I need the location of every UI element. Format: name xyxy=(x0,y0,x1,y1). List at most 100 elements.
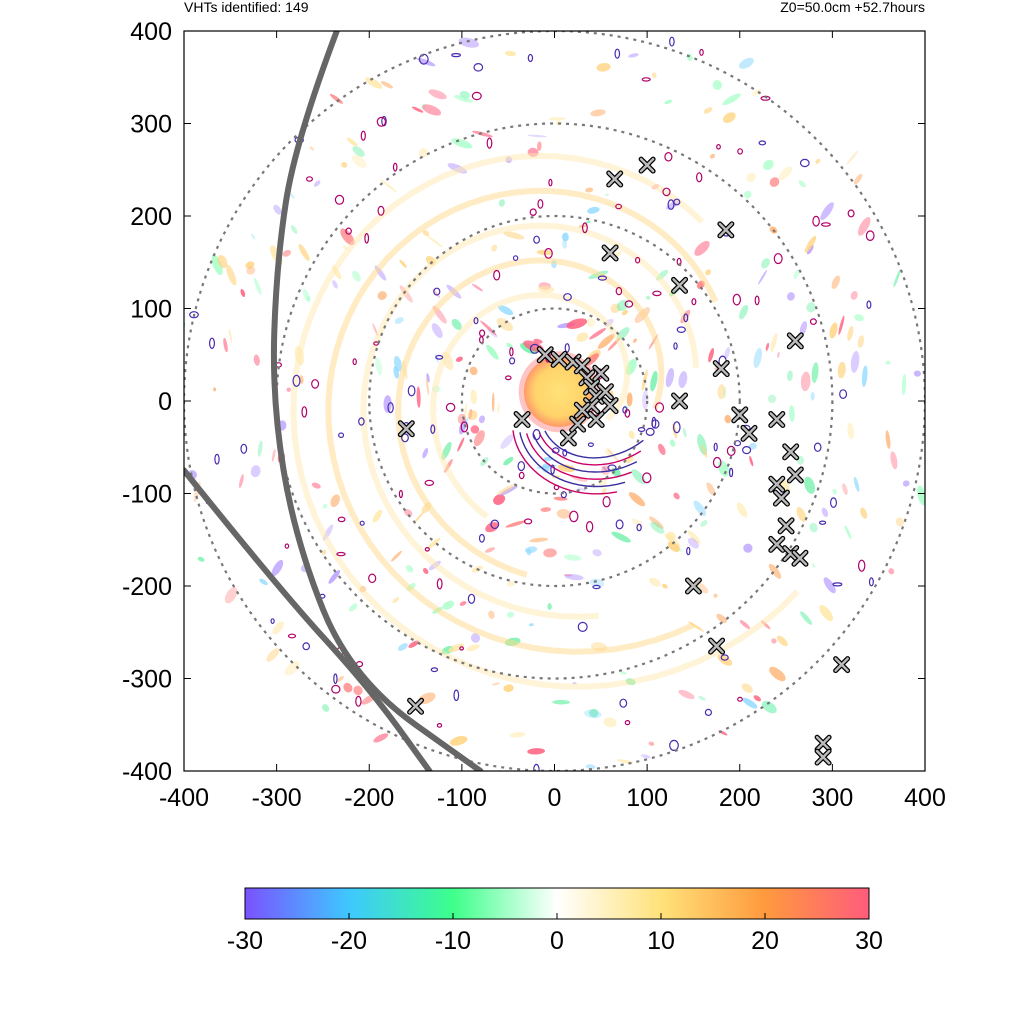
field-blob xyxy=(724,346,731,360)
vht-marker-fill xyxy=(514,412,530,427)
field-blob xyxy=(796,507,807,522)
contour-loop xyxy=(358,417,365,426)
field-blob xyxy=(426,373,430,383)
vht-marker-fill xyxy=(399,421,414,436)
contour-loop xyxy=(490,519,500,530)
vht-marker-fill xyxy=(788,467,803,483)
contour-loop xyxy=(642,472,652,484)
vht-marker-fill xyxy=(598,384,613,399)
field-blob xyxy=(503,457,514,466)
vht-marker xyxy=(708,637,726,655)
field-blob xyxy=(901,373,907,396)
field-blob xyxy=(576,332,589,342)
field-blob xyxy=(709,153,716,159)
field-blob xyxy=(383,395,392,413)
vht-marker xyxy=(587,387,605,405)
vht-marker-fill xyxy=(769,412,785,427)
contour-loop xyxy=(614,48,621,59)
contour-loop xyxy=(240,443,248,454)
storm-tracks xyxy=(184,31,484,771)
vht-marker-fill xyxy=(602,245,618,261)
field-blob xyxy=(458,37,480,48)
vht-marker xyxy=(596,383,614,401)
vht-marker-fill xyxy=(788,333,803,349)
field-blob xyxy=(861,365,868,388)
field-blob xyxy=(767,394,777,403)
contour-loop xyxy=(387,402,394,414)
contour-loop xyxy=(523,518,533,525)
field-blob xyxy=(786,292,795,301)
y-tick-label: 0 xyxy=(158,388,172,416)
vht-marker-fill xyxy=(672,393,687,409)
vht-marker-fill xyxy=(769,537,785,552)
field-blob xyxy=(406,565,414,573)
field-blob xyxy=(585,220,591,224)
field-blob xyxy=(428,89,447,100)
field-blob xyxy=(321,549,327,555)
contour-loop xyxy=(493,269,501,281)
contour-loop xyxy=(569,510,579,523)
field-blob xyxy=(649,577,661,587)
vht-marker-fill xyxy=(561,430,576,446)
field-blob xyxy=(587,206,600,214)
field-blob xyxy=(527,134,548,138)
field-blob xyxy=(422,104,442,116)
field-blob xyxy=(815,158,821,164)
x-tick-label: 300 xyxy=(812,784,854,812)
field-blob xyxy=(738,57,754,69)
field-blob xyxy=(585,318,596,328)
vht-marker xyxy=(407,697,425,715)
field-blob xyxy=(811,362,819,383)
vht-marker-fill xyxy=(579,370,595,386)
vht-marker xyxy=(712,360,730,378)
field-blob xyxy=(506,342,513,349)
field-blob xyxy=(381,81,393,89)
contour-loop xyxy=(615,286,623,296)
field-blob xyxy=(372,509,383,523)
contour-loop xyxy=(654,402,665,413)
contour-loop xyxy=(486,137,493,149)
field-blob xyxy=(746,172,757,183)
vht-marker xyxy=(397,420,415,438)
field-blob xyxy=(678,371,688,389)
contour-loop xyxy=(302,642,311,651)
field-blob xyxy=(399,259,407,268)
contour-loop xyxy=(338,432,345,439)
vht-marker xyxy=(606,170,624,188)
vht-marker xyxy=(573,401,591,419)
contour-loop xyxy=(364,233,370,244)
field-blob xyxy=(259,578,268,586)
field-blob xyxy=(658,443,666,456)
field-blob xyxy=(806,244,814,255)
field-blob xyxy=(925,319,931,330)
field-blob xyxy=(524,546,538,554)
contour-loop xyxy=(512,255,519,262)
contour-loop xyxy=(209,337,216,349)
contour-loop xyxy=(713,442,718,452)
field-blob xyxy=(673,492,680,500)
field-blob xyxy=(228,328,233,343)
vht-marker xyxy=(559,429,577,447)
field-blob xyxy=(250,465,261,478)
field-blob xyxy=(717,384,726,400)
vht-marker xyxy=(768,535,786,553)
field-blob xyxy=(352,270,361,282)
contour-loop xyxy=(582,222,588,234)
field-blob xyxy=(820,202,834,221)
field-blob xyxy=(448,643,465,653)
contour-loop xyxy=(334,194,345,205)
x-tick-label: 400 xyxy=(904,784,946,812)
field-blob xyxy=(665,367,675,388)
field-blob xyxy=(431,323,443,339)
field-blob xyxy=(340,228,355,246)
vht-marker xyxy=(786,466,804,484)
vht-marker-fill xyxy=(783,546,798,561)
contour-loop xyxy=(508,357,516,365)
field-blob xyxy=(701,444,708,458)
vht-marker-fill xyxy=(815,736,831,751)
storm-track xyxy=(184,467,433,771)
contour-loop xyxy=(509,347,514,357)
field-blob xyxy=(500,434,514,449)
field-blob xyxy=(488,610,495,619)
field-blob xyxy=(504,50,516,57)
